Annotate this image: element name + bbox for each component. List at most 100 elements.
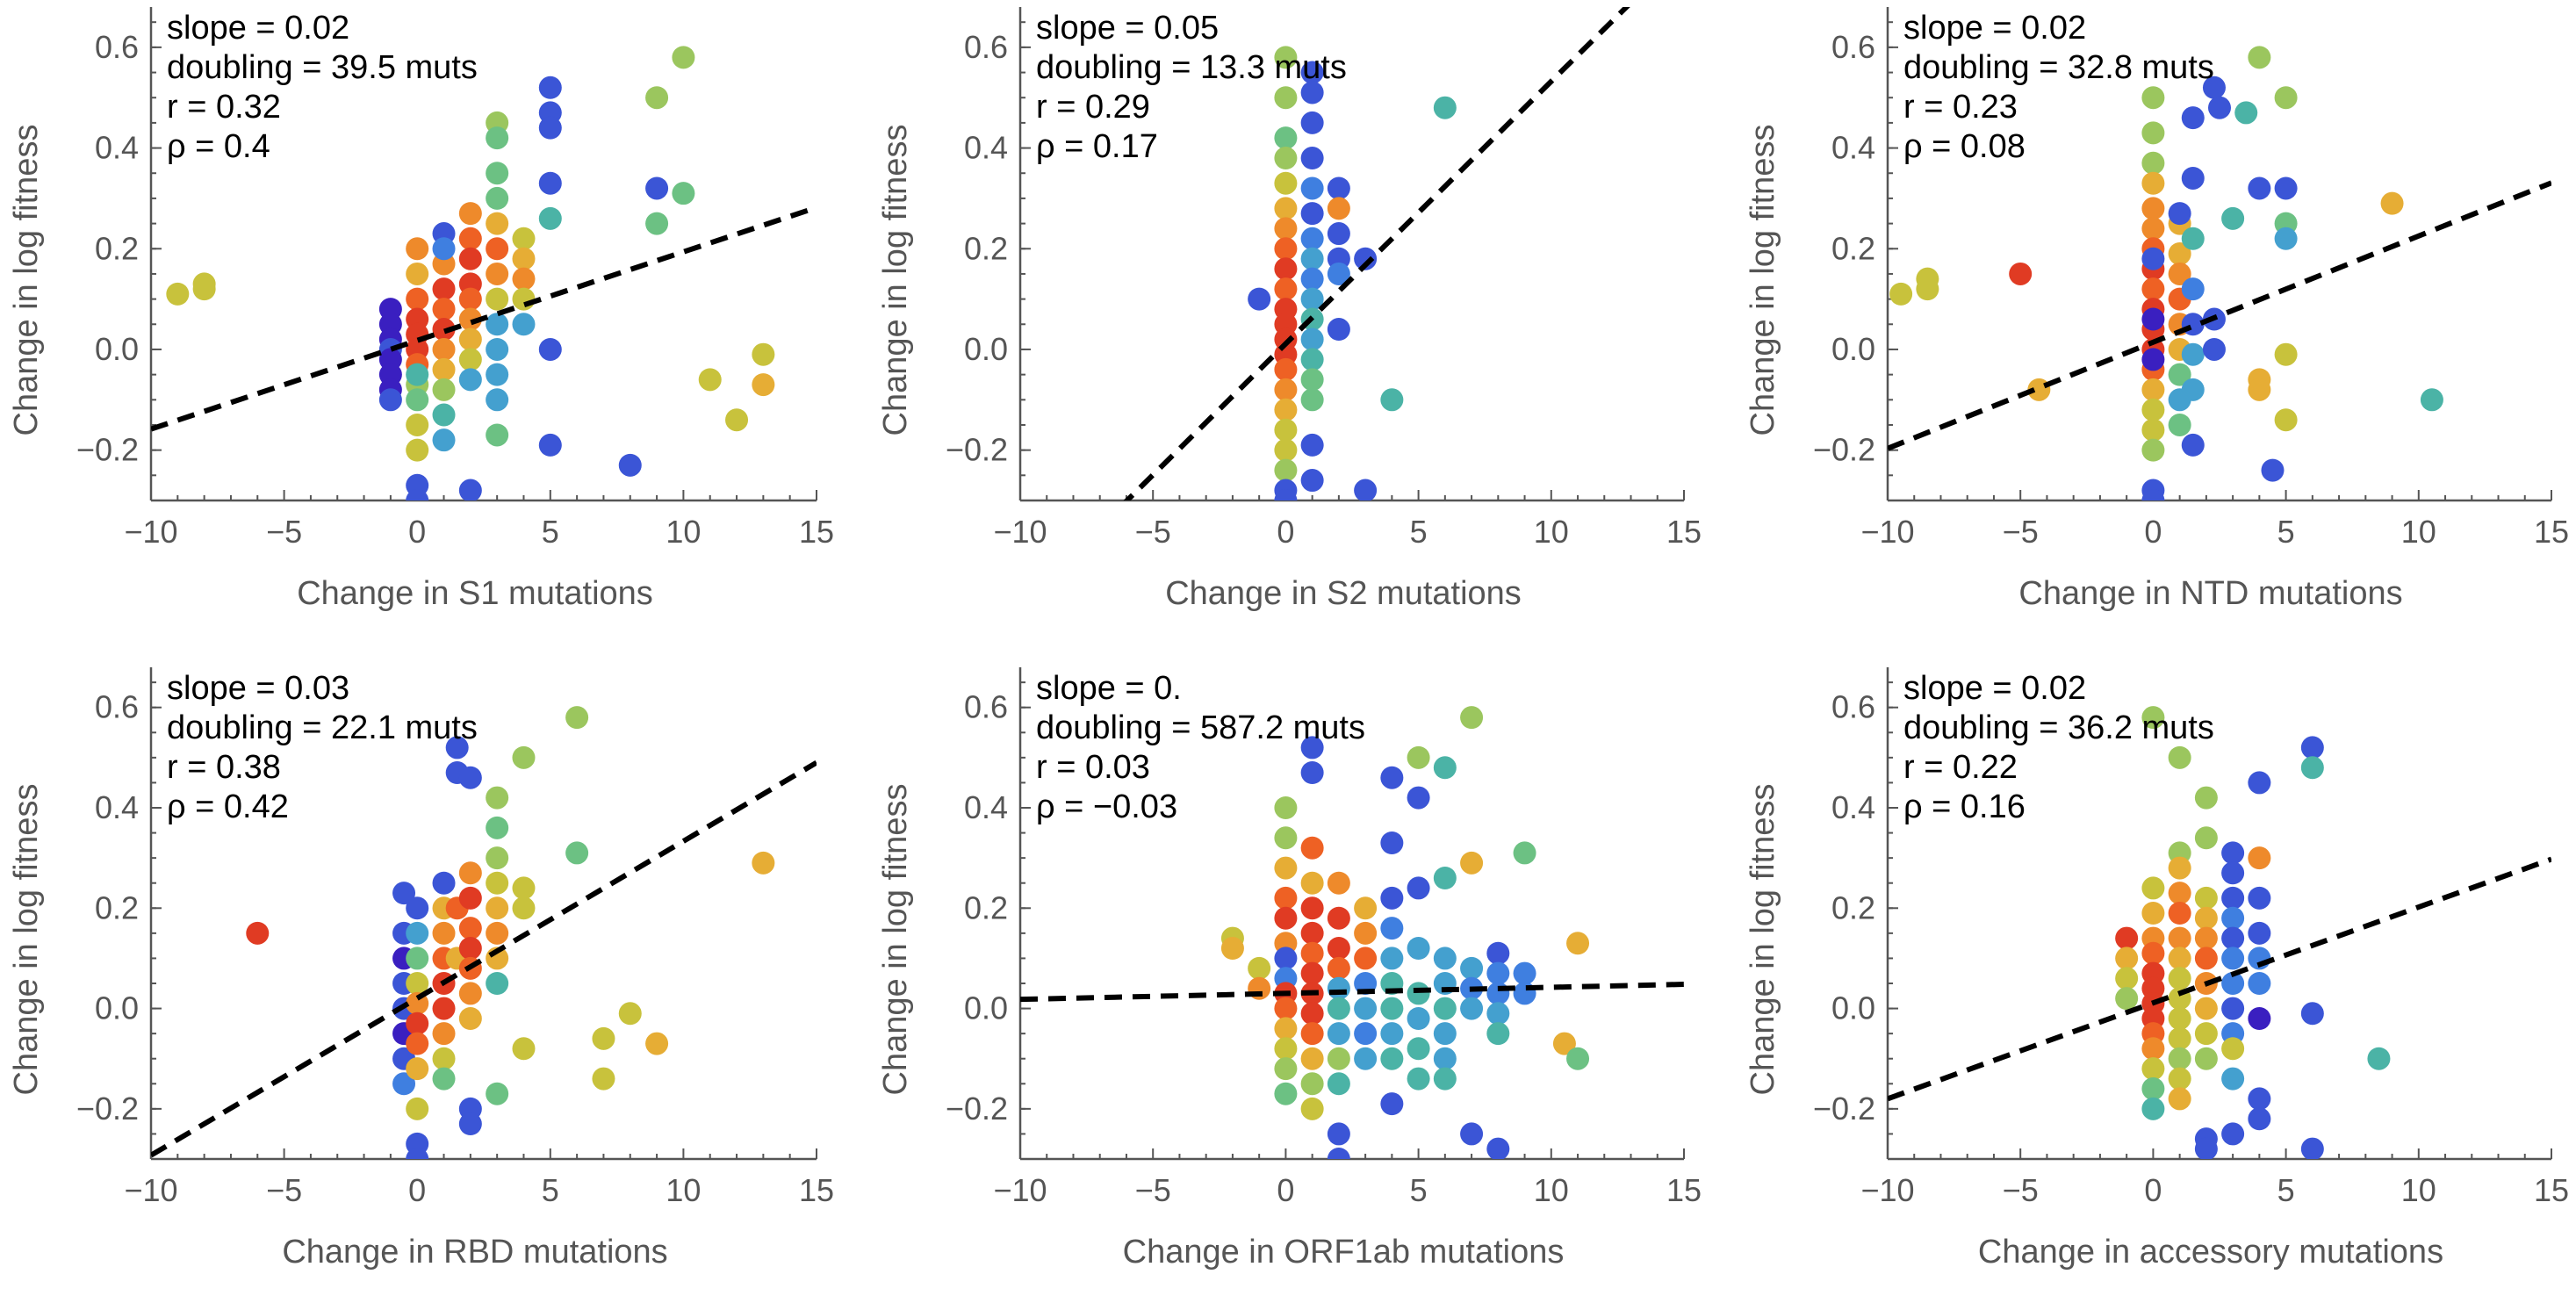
data-point	[2168, 882, 2191, 905]
data-point	[2194, 997, 2218, 1020]
data-point	[1327, 318, 1350, 342]
data-point	[2300, 756, 2324, 780]
data-point	[538, 76, 562, 99]
data-point	[458, 982, 482, 1005]
x-tick-label: 10	[666, 1172, 701, 1208]
x-tick-label: −10	[993, 514, 1047, 550]
data-point	[2248, 1107, 2271, 1131]
data-point	[1380, 388, 1404, 412]
x-tick-label: 15	[1666, 514, 1702, 550]
data-point	[512, 745, 536, 769]
x-tick-label: 0	[2144, 514, 2162, 550]
stat-annotation: slope = 0.03	[167, 670, 349, 707]
x-tick-label: −5	[2003, 514, 2039, 550]
data-point	[1354, 997, 1378, 1020]
data-point	[1407, 745, 1430, 769]
data-point	[512, 247, 536, 270]
data-point	[2141, 378, 2165, 401]
data-point	[458, 479, 482, 500]
data-point	[406, 947, 429, 970]
stat-annotation: r = 0.29	[1036, 89, 1150, 126]
data-point	[486, 1082, 509, 1105]
data-point	[1327, 1148, 1350, 1159]
data-point	[1327, 197, 1350, 220]
data-point	[2420, 388, 2443, 412]
x-tick-label: −5	[1135, 1172, 1171, 1208]
data-point	[2208, 96, 2231, 119]
data-point	[1300, 761, 1324, 784]
x-axis-title: Change in ORF1ab mutations	[1123, 1234, 1565, 1271]
data-point	[1552, 1032, 1576, 1055]
y-tick-label: 0.2	[1831, 889, 1875, 925]
data-point	[1300, 836, 1324, 860]
data-point	[2261, 458, 2285, 482]
data-point	[2194, 786, 2218, 810]
data-point	[2168, 1007, 2191, 1030]
data-point	[486, 786, 509, 810]
x-axis-title: Change in accessory mutations	[1978, 1234, 2443, 1271]
data-point	[458, 307, 482, 331]
data-point	[1300, 433, 1324, 457]
data-point	[1380, 917, 1404, 940]
data-point	[1486, 982, 1510, 1005]
data-point	[2141, 418, 2165, 442]
data-point	[1380, 947, 1404, 970]
data-point	[512, 267, 536, 291]
data-point	[2141, 489, 2165, 500]
y-tick-label: 0.4	[95, 130, 139, 166]
data-point	[406, 489, 429, 500]
data-point	[1566, 932, 1590, 955]
data-point	[1354, 947, 1378, 970]
data-point	[432, 357, 456, 381]
data-point	[1327, 1022, 1350, 1046]
scatter-panel: −10 −5 0 5 10 15 −0.2 0.0 0.2 0.4 0.6 Change in RBD…	[8, 667, 834, 1271]
data-point	[432, 871, 456, 895]
data-point	[2181, 378, 2205, 401]
x-tick-label: 10	[2401, 1172, 2436, 1208]
points-layer	[1248, 46, 1457, 500]
scatter-panel: −10 −5 0 5 10 15 −0.2 0.0 0.2 0.4 0.6 Change in ORF…	[877, 667, 1702, 1271]
data-point	[1300, 941, 1324, 965]
data-point	[406, 972, 429, 995]
data-point	[432, 298, 456, 321]
data-point	[2141, 438, 2165, 462]
data-point	[512, 287, 536, 311]
data-point	[2221, 1067, 2245, 1091]
data-point	[378, 388, 402, 412]
data-point	[1407, 876, 1430, 900]
stat-annotation: doubling = 39.5 muts	[167, 49, 478, 86]
data-point	[458, 766, 482, 789]
data-point	[1274, 886, 1298, 910]
data-point	[1300, 147, 1324, 170]
x-axis-title: Change in NTD mutations	[2018, 575, 2402, 612]
y-tick-label: −0.2	[76, 1091, 139, 1127]
data-point	[2221, 997, 2245, 1020]
data-point	[458, 202, 482, 226]
data-point	[512, 313, 536, 336]
data-point	[1300, 871, 1324, 895]
stat-annotation: ρ = 0.08	[1903, 128, 2026, 165]
points-layer	[1220, 706, 1590, 1159]
stat-annotation: doubling = 32.8 muts	[1903, 49, 2214, 86]
stat-annotation: slope = 0.	[1036, 670, 1182, 707]
data-point	[1274, 197, 1298, 220]
data-point	[2168, 262, 2191, 285]
data-point	[1433, 1047, 1457, 1070]
data-point	[1300, 469, 1324, 493]
data-point	[2141, 876, 2165, 900]
stat-annotation: ρ = 0.42	[167, 788, 289, 825]
data-point	[166, 282, 190, 306]
data-point	[1354, 921, 1378, 945]
data-point	[1327, 1072, 1350, 1096]
data-point	[2168, 947, 2191, 970]
data-point	[1407, 1037, 1430, 1061]
y-tick-label: −0.2	[76, 432, 139, 468]
data-point	[486, 846, 509, 870]
data-point	[1274, 86, 1298, 110]
data-point	[1274, 826, 1298, 850]
data-point	[618, 1002, 642, 1026]
data-point	[392, 1072, 416, 1096]
data-point	[2194, 1137, 2218, 1159]
y-tick-label: 0.0	[964, 331, 1008, 367]
data-point	[2141, 217, 2165, 241]
